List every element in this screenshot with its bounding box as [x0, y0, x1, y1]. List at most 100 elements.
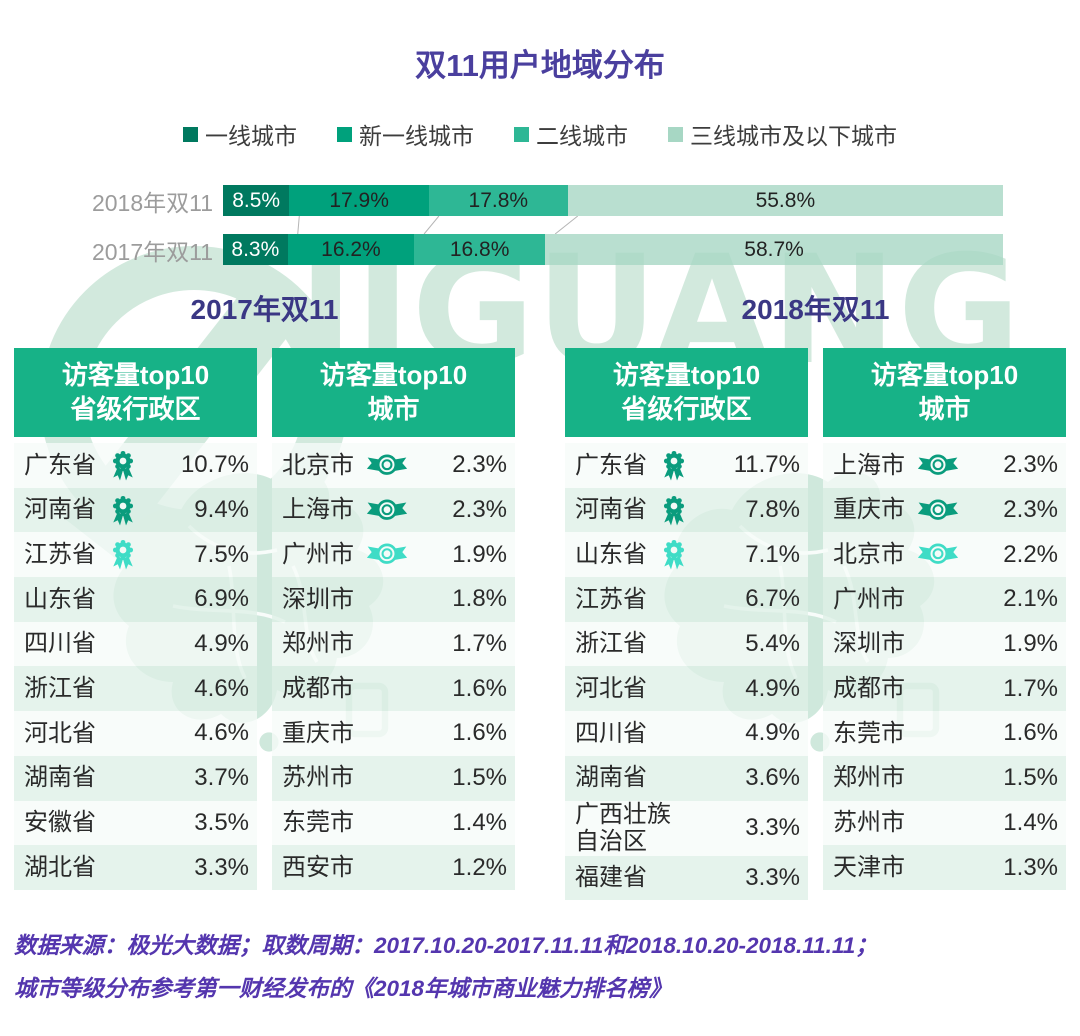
region-name: 福建省 [575, 864, 647, 892]
table-header-line: 访客量top10 [870, 359, 1019, 390]
table-row: 成都市 1.7% [823, 666, 1066, 712]
rosette-medal-icon [108, 494, 138, 527]
table-row: 河北省 4.6% [14, 711, 257, 756]
legend-swatch-icon [668, 126, 683, 142]
region-name: 河南省 [24, 496, 96, 524]
legend-label: 新一线城市 [359, 123, 474, 149]
region-name: 河北省 [24, 719, 96, 747]
legend-swatch-icon [514, 126, 529, 142]
bar-segment: 17.9% [289, 185, 429, 216]
percent-value: 4.9% [745, 719, 800, 747]
bar-segment: 16.2% [287, 234, 415, 265]
percent-value: 9.4% [194, 496, 249, 524]
percent-value: 7.8% [745, 496, 800, 524]
table-row: 广东省 11.7% [565, 443, 808, 488]
bar-segment: 58.7% [545, 234, 1003, 265]
region-name: 四川省 [24, 630, 96, 658]
percent-value: 1.7% [452, 630, 507, 658]
percent-value: 4.6% [194, 674, 249, 702]
percent-value: 6.7% [745, 585, 800, 613]
table-row: 江苏省 7.5% [14, 532, 257, 578]
region-name: 广东省 [24, 451, 96, 479]
region-name: 江苏省 [24, 540, 96, 568]
bar-segment: 8.3% [223, 234, 288, 265]
percent-value: 2.3% [452, 451, 507, 479]
region-name: 山东省 [575, 540, 647, 568]
top10-city-table: 访客量top10 城市 上海市 2.3% 重庆市 2.3% 北京市 2.2% 广州市 2.1% 深圳… [823, 348, 1066, 900]
percent-value: 3.6% [745, 764, 800, 792]
percent-value: 6.9% [194, 585, 249, 613]
bar-connector-lines [297, 216, 579, 234]
region-name: 成都市 [833, 674, 905, 702]
table-header-line: 城市 [367, 393, 420, 424]
legend-swatch-icon [337, 126, 352, 142]
table-row: 广东省 10.7% [14, 443, 257, 488]
percent-value: 1.5% [1003, 764, 1058, 792]
section-heading-2018: 2018年双11 [741, 294, 890, 325]
region-name: 江苏省 [575, 585, 647, 613]
region-name: 郑州市 [282, 630, 354, 658]
table-body: 上海市 2.3% 重庆市 2.3% 北京市 2.2% 广州市 2.1% 深圳市 1.9% 成都市 1.… [823, 443, 1066, 890]
table-row: 河北省 4.9% [565, 666, 808, 712]
table-row: 苏州市 1.5% [272, 755, 515, 801]
ribbon-medal-icon [366, 496, 408, 525]
table-header-line: 城市 [918, 393, 971, 424]
percent-value: 1.4% [452, 808, 507, 836]
table-row: 东莞市 1.4% [272, 800, 515, 846]
table-row: 湖南省 3.7% [14, 755, 257, 801]
bar-segment: 55.8% [567, 185, 1003, 216]
year-group: 访客量top10 省级行政区 广东省 11.7% 河南省 7.8% 山东省 7.1% 江苏省 6.… [565, 348, 1066, 901]
percent-value: 7.1% [745, 540, 800, 568]
ribbon-medal-icon [366, 540, 408, 569]
percent-value: 1.8% [452, 585, 507, 613]
table-row: 郑州市 1.7% [272, 621, 515, 667]
ribbon-medal-icon [917, 540, 959, 569]
region-name: 西安市 [282, 853, 354, 881]
year-group: 访客量top10 省级行政区 广东省 10.7% 河南省 9.4% 江苏省 7.5% 山东省 6.… [14, 348, 515, 900]
region-name: 成都市 [282, 674, 354, 702]
region-name: 上海市 [282, 496, 354, 524]
region-name: 苏州市 [282, 764, 354, 792]
bar-row: 2017年双11 8.3% 16.2% 16.8% 58.7% [0, 234, 1003, 265]
percent-value: 1.7% [1003, 674, 1058, 702]
percent-value: 2.2% [1003, 540, 1058, 568]
percent-value: 2.3% [452, 496, 507, 524]
bar-segment: 8.5% [223, 185, 290, 216]
table-row: 北京市 2.2% [823, 532, 1066, 578]
table-row: 北京市 2.3% [272, 443, 515, 488]
region-name: 重庆市 [833, 496, 905, 524]
ribbon-medal-icon [366, 451, 408, 480]
region-name: 河北省 [575, 674, 647, 702]
table-header-line: 访客量top10 [61, 359, 210, 390]
region-name: 东莞市 [833, 719, 905, 747]
percent-value: 3.7% [194, 764, 249, 792]
rosette-medal-icon [108, 538, 138, 571]
legend-label: 三线城市及以下城市 [690, 123, 897, 149]
stacked-bar-chart: 2018年双11 8.5% 17.9% 17.8% 55.8% 2017年双11 8.3% 1… [0, 185, 1080, 295]
table-row: 湖南省 3.6% [565, 755, 808, 801]
legend-label: 二线城市 [536, 123, 628, 149]
bar-row-label: 2018年双11 [91, 189, 213, 216]
table-row: 福建省 3.3% [565, 855, 808, 901]
table-header: 访客量top10 省级行政区 [565, 348, 808, 437]
table-row: 广州市 2.1% [823, 577, 1066, 622]
ribbon-medal-icon [917, 451, 959, 480]
percent-value: 7.5% [194, 540, 249, 568]
percent-value: 3.3% [745, 864, 800, 892]
top10-province-table: 访客量top10 省级行政区 广东省 11.7% 河南省 7.8% 山东省 7.1% 江苏省 6.… [565, 348, 808, 901]
region-name: 苏州市 [833, 809, 905, 837]
region-name: 广州市 [282, 540, 354, 568]
legend-swatch-icon [183, 126, 198, 142]
table-row: 上海市 2.3% [272, 487, 515, 533]
region-name: 浙江省 [575, 630, 647, 658]
table-row: 郑州市 1.5% [823, 755, 1066, 801]
legend-item: 二线城市 [514, 117, 628, 151]
legend-label: 一线城市 [205, 123, 297, 149]
table-row: 安徽省 3.5% [14, 800, 257, 846]
percent-value: 1.9% [452, 540, 507, 568]
percent-value: 5.4% [745, 630, 800, 658]
region-name: 湖南省 [24, 764, 96, 792]
percent-value: 1.9% [1003, 630, 1058, 658]
table-row: 深圳市 1.8% [272, 577, 515, 622]
table-header: 访客量top10 省级行政区 [14, 348, 257, 437]
